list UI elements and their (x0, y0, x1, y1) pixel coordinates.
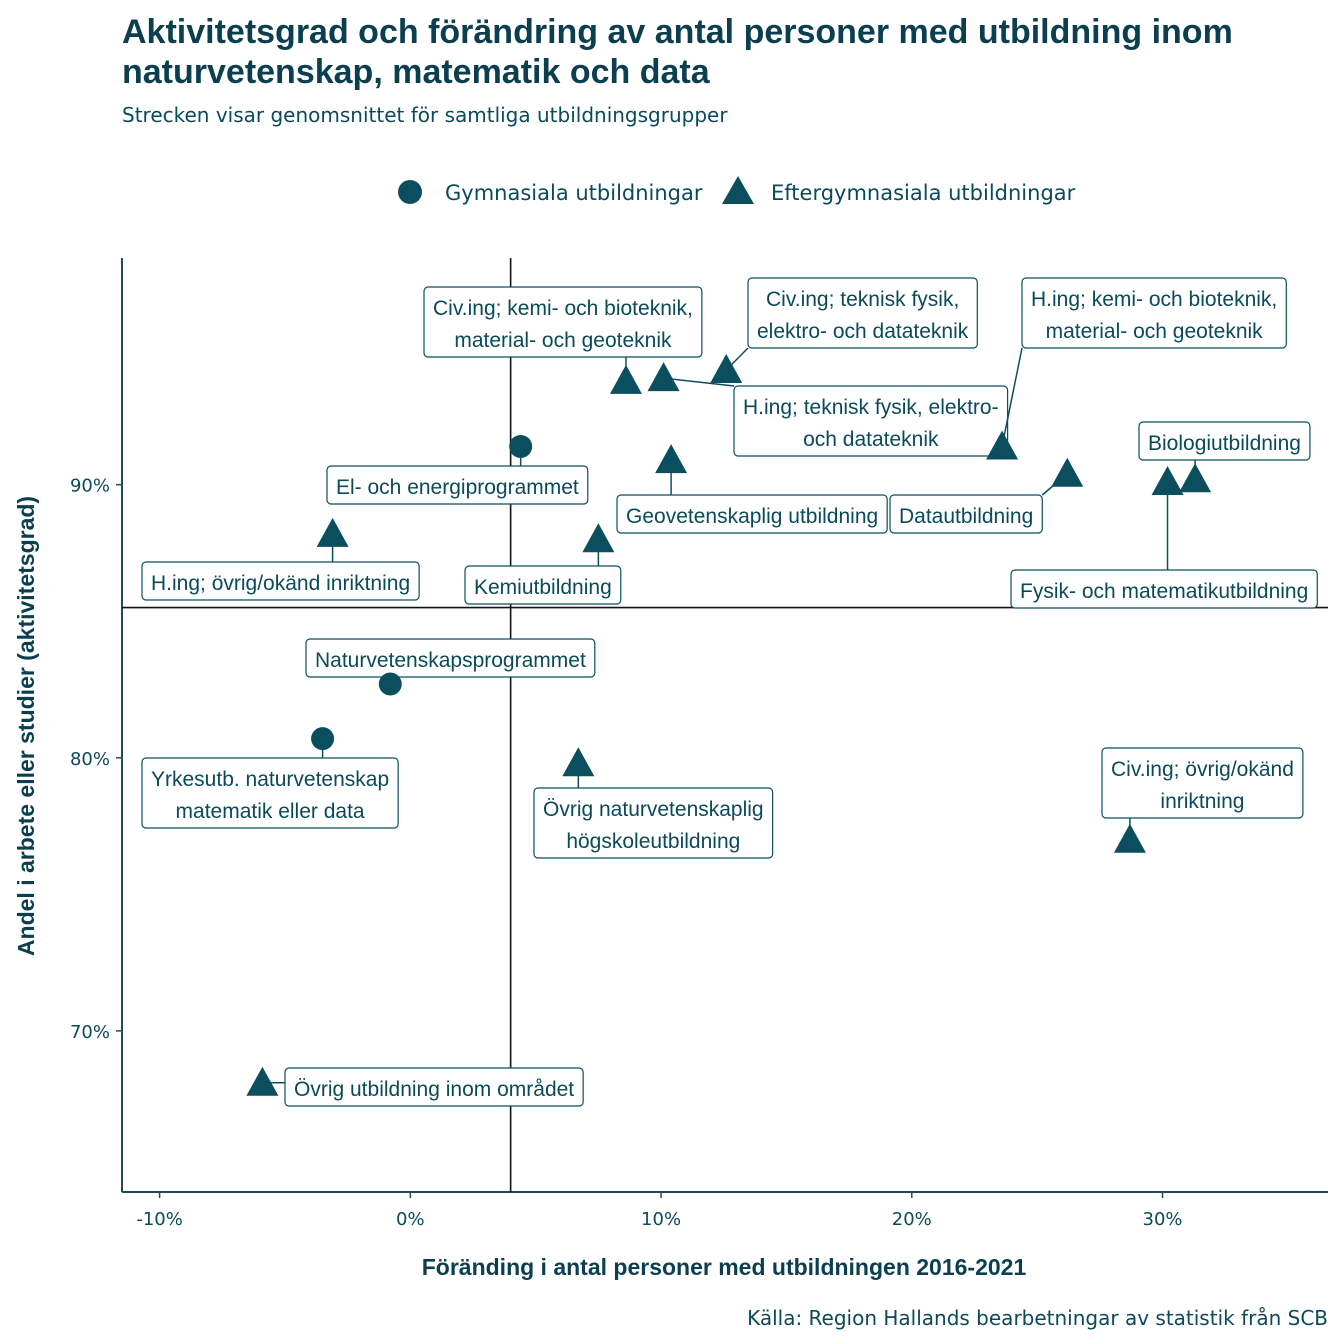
point-label: Geovetenskaplig utbildning (616, 494, 888, 534)
marker-layer (246, 353, 1212, 1096)
point-label-box (1101, 747, 1304, 819)
point-label-text: elektro- och datateknik (757, 320, 969, 343)
point-label-box (1138, 421, 1311, 461)
point-label: Naturvetenskapsprogrammet (305, 638, 596, 678)
data-point-triangle (582, 523, 615, 553)
point-label-text: Naturvetenskapsprogrammet (315, 649, 586, 672)
data-point-triangle (609, 364, 642, 394)
point-label-text: Geovetenskaplig utbildning (626, 505, 878, 528)
point-label-box (141, 561, 420, 601)
x-tick-label: 20% (892, 1209, 932, 1230)
point-label-box (1010, 569, 1318, 609)
label-leader-line (1001, 347, 1023, 447)
point-label-text: och datateknik (803, 428, 939, 451)
x-tick-label: 0% (396, 1209, 425, 1230)
point-label: H.ing; teknisk fysik, elektro-och datate… (733, 385, 1009, 457)
point-label: Yrkesutb. naturvetenskap matematik eller … (141, 757, 399, 829)
chart-caption: Källa: Region Hallands bearbetningar av … (747, 1306, 1328, 1330)
point-label: El- och energiprogrammet (326, 465, 589, 505)
point-label-box (284, 1067, 584, 1107)
data-point-triangle (562, 747, 595, 777)
point-label-text: Civ.ing; teknisk fysik, (766, 288, 959, 311)
point-label-box (616, 494, 888, 534)
point-label-text: Övrig utbildning inom området (294, 1078, 574, 1101)
point-label-box (889, 494, 1043, 534)
x-tick-label: -10% (136, 1209, 183, 1230)
point-label-box (747, 277, 978, 349)
point-label-text: Biologiutbildning (1148, 432, 1301, 455)
point-label: Fysik- och matematikutbildning (1010, 569, 1318, 609)
chart-title-line-1: Aktivitetsgrad och förändring av antal p… (122, 13, 1233, 51)
point-label-text: Fysik- och matematikutbildning (1020, 580, 1308, 603)
point-label-text: högskoleutbildning (566, 830, 740, 853)
y-tick-label: 80% (70, 749, 110, 770)
x-tick-label: 30% (1143, 1209, 1183, 1230)
point-label-text: Civ.ing; övrig/okänd (1111, 758, 1294, 781)
y-tick-label: 70% (70, 1022, 110, 1043)
point-label: Civ.ing; kemi- och bioteknik, material- o… (423, 286, 703, 358)
data-point-triangle (647, 362, 680, 392)
data-point-triangle (1179, 463, 1212, 493)
chart-subtitle: Strecken visar genomsnittet för samtliga… (122, 103, 728, 127)
point-label: H.ing; övrig/okänd inriktning (141, 561, 420, 601)
x-axis-title: Föränding i antal personer med utbildnin… (422, 1254, 1027, 1280)
point-label: Datautbildning (889, 494, 1043, 534)
data-point-triangle (655, 444, 688, 474)
legend-label: Gymnasiala utbildningar (445, 181, 703, 205)
point-label: Civ.ing; övrig/okänd inriktning (1101, 747, 1304, 819)
data-point-circle (378, 672, 402, 696)
data-point-circle (311, 727, 335, 751)
point-label-text: Yrkesutb. naturvetenskap (151, 768, 389, 791)
point-label: H.ing; kemi- och bioteknik, material- och… (1021, 277, 1287, 349)
point-label: Biologiutbildning (1138, 421, 1311, 461)
point-label: Övrig naturvetenskaplig högskoleutbildnin… (533, 787, 774, 859)
point-label-text: Datautbildning (899, 505, 1033, 528)
legend-triangle-marker (722, 176, 754, 204)
point-label-text: matematik eller data (176, 800, 365, 823)
point-label-box (464, 565, 622, 605)
point-label-text: El- och energiprogrammet (336, 476, 579, 499)
point-label-text: H.ing; övrig/okänd inriktning (151, 572, 410, 595)
point-label: Civ.ing; teknisk fysik, elektro- och data… (747, 277, 978, 349)
label-layer: El- och energiprogrammet Naturvetenskapsp… (141, 277, 1318, 1107)
x-tick-label: 10% (641, 1209, 681, 1230)
point-label-text: material- och geoteknik (454, 329, 672, 352)
label-leader-line (663, 377, 735, 387)
y-axis-title: Andel i arbete eller studier (aktivitets… (13, 496, 39, 956)
point-label-box (1021, 277, 1287, 349)
chart-title-line-2: naturvetenskap, matematik och data (122, 53, 711, 91)
point-label-box (305, 638, 596, 678)
point-label-text: Kemiutbildning (474, 576, 612, 599)
legend: Gymnasiala utbildningar Eftergymnasiala u… (398, 176, 1076, 205)
point-label-box (326, 465, 589, 505)
data-point-triangle (986, 430, 1019, 460)
data-point-circle (509, 434, 533, 458)
point-label: Kemiutbildning (464, 565, 622, 605)
point-label-box (423, 286, 703, 358)
data-point-triangle (246, 1066, 279, 1096)
legend-label: Eftergymnasiala utbildningar (771, 181, 1076, 205)
data-point-triangle (316, 517, 349, 547)
plot-area: -10% 0% 10% 20% 30% 70% 80% 90% El- och energipr… (70, 258, 1328, 1230)
data-point-triangle (1151, 465, 1184, 495)
point-label-text: H.ing; kemi- och bioteknik, (1031, 288, 1277, 311)
data-point-triangle (1113, 823, 1146, 853)
point-label-box (533, 787, 774, 859)
point-label-text: Övrig naturvetenskaplig (543, 798, 764, 821)
data-point-triangle (1051, 457, 1084, 487)
point-label-text: inriktning (1160, 790, 1244, 813)
legend-circle-marker (398, 180, 422, 204)
y-tick-label: 90% (70, 476, 110, 497)
data-point-triangle (710, 353, 743, 383)
point-label-box (141, 757, 399, 829)
point-label-text: Civ.ing; kemi- och bioteknik, (433, 297, 693, 320)
point-label-text: material- och geoteknik (1046, 320, 1264, 343)
point-label: Övrig utbildning inom området (284, 1067, 584, 1107)
point-label-text: H.ing; teknisk fysik, elektro- (743, 396, 999, 419)
